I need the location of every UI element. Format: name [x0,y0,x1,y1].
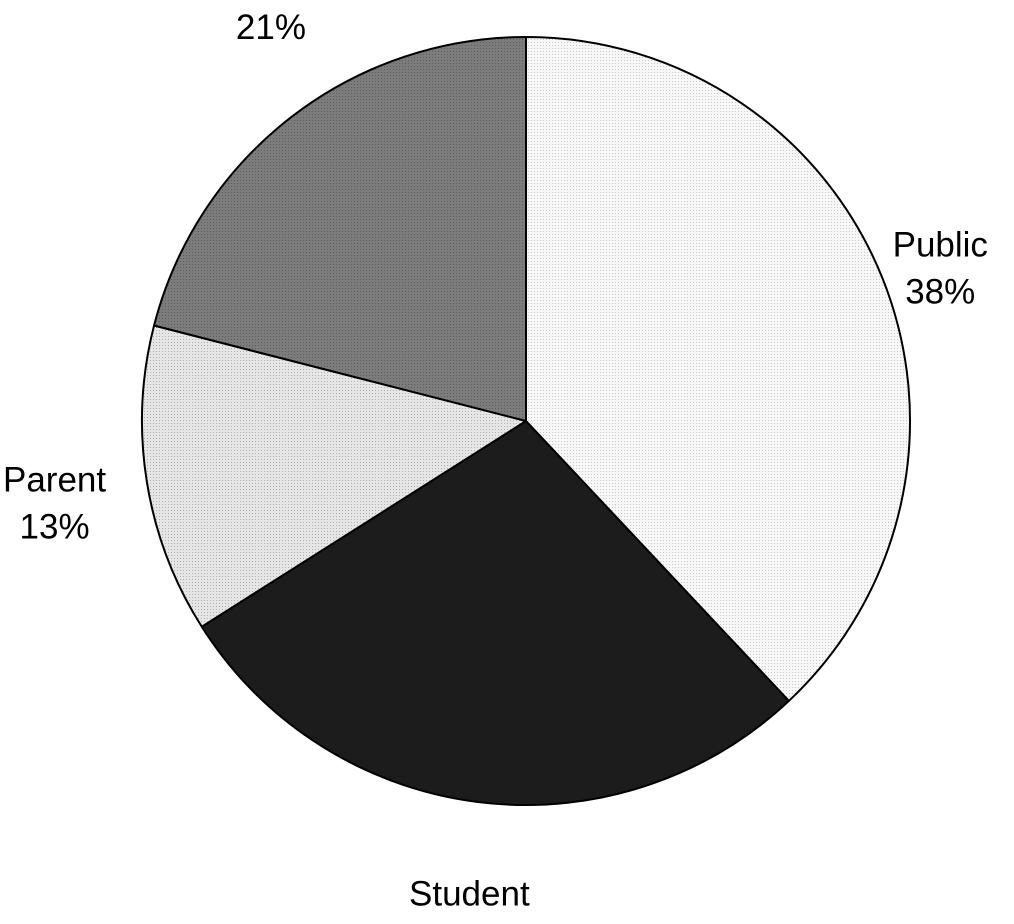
slice-value-student: 28% [434,921,504,924]
pie-slices [141,36,911,806]
slice-value-public: 38% [905,273,975,312]
pie-slice-public [525,36,911,702]
slice-label-student: Student [409,874,530,913]
pie-slice-parent [141,324,527,628]
pie-slice-student [200,420,790,806]
slice-label-public: Public [893,226,988,265]
slice-value-teacher: 21% [236,8,306,47]
pie-slice-teacher [153,36,527,422]
slice-label-parent: Parent [3,461,106,500]
slice-value-parent: 13% [20,508,90,547]
